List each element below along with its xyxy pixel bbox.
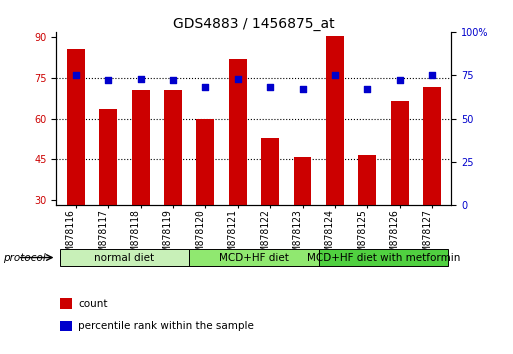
Text: percentile rank within the sample: percentile rank within the sample	[78, 321, 254, 331]
Bar	[100, 109, 117, 205]
Point	[201, 85, 209, 90]
Text: protocol: protocol	[3, 252, 45, 263]
Text: normal diet: normal diet	[94, 252, 154, 263]
Point	[363, 86, 371, 92]
Bar	[61, 320, 72, 331]
Bar	[61, 298, 72, 309]
Point	[136, 76, 145, 81]
Bar	[319, 249, 448, 266]
Bar	[326, 36, 344, 205]
Point	[104, 78, 112, 83]
Text: count: count	[78, 299, 108, 309]
Bar	[132, 90, 149, 205]
Point	[331, 73, 339, 78]
Bar	[293, 156, 311, 205]
Text: MCD+HF diet with metformin: MCD+HF diet with metformin	[307, 252, 460, 263]
Bar	[60, 249, 189, 266]
Bar	[229, 59, 247, 205]
Point	[299, 86, 307, 92]
Point	[169, 78, 177, 83]
Bar	[196, 119, 214, 205]
Bar	[391, 101, 408, 205]
Bar	[423, 87, 441, 205]
Bar	[164, 90, 182, 205]
Bar	[189, 249, 319, 266]
Text: MCD+HF diet: MCD+HF diet	[219, 252, 289, 263]
Point	[72, 73, 80, 78]
Point	[266, 85, 274, 90]
Bar	[359, 155, 376, 205]
Bar	[67, 50, 85, 205]
Point	[428, 73, 436, 78]
Title: GDS4883 / 1456875_at: GDS4883 / 1456875_at	[173, 17, 335, 31]
Bar	[261, 138, 279, 205]
Point	[233, 76, 242, 81]
Point	[396, 78, 404, 83]
